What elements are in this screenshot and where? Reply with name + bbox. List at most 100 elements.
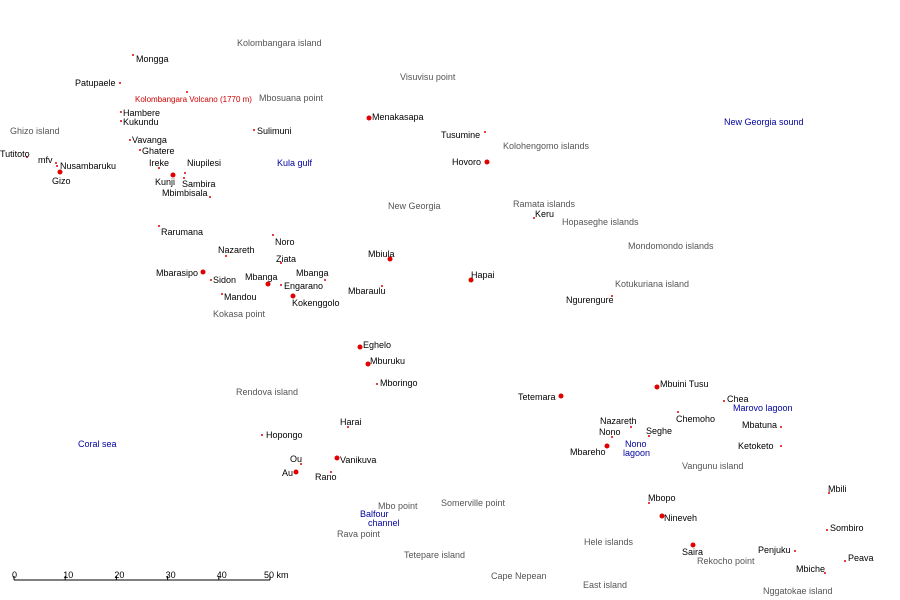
scale-label: 20 [114,570,124,580]
water-label: Marovo lagoon [733,403,793,413]
feature-label: Vangunu island [682,461,743,471]
feature-label: Mondomondo islands [628,241,714,251]
town-label: Kokenggolo [292,298,340,308]
town-label: Chemoho [676,414,715,424]
water-label: lagoon [623,448,650,458]
feature-label: Rava point [337,529,381,539]
town-dot [780,426,782,428]
town-label: Sidon [213,275,236,285]
town-label: Noro [275,237,295,247]
town-dot [280,262,282,264]
town-label: Nono [599,427,621,437]
town-label: Mboringo [380,378,418,388]
town-label: Mbili [828,484,847,494]
town-dot [221,293,223,295]
town-dot [794,550,796,552]
town-label: Nineveh [664,513,697,523]
feature-label: Kolombangara island [237,38,322,48]
town-label: Saira [682,547,703,557]
feature-label: Hopaseghe islands [562,217,639,227]
town-dot [654,384,660,390]
town-dot [723,400,725,402]
town-label: Mbarasipo [156,268,198,278]
town-label: Menakasapa [372,112,424,122]
town-dot [376,383,378,385]
town-dot [119,82,121,84]
town-dot [225,255,227,257]
town-dot [55,162,57,164]
feature-label: Tetepare island [404,550,465,560]
town-label: Ziata [276,254,296,264]
town-dot [484,159,490,165]
town-label: Engarano [284,281,323,291]
town-dot [357,344,363,350]
town-label: Keru [535,209,554,219]
feature-label: Visuvisu point [400,72,456,82]
town-label: Mbaraulu [348,286,386,296]
feature-label: Cape Nepean [491,571,547,581]
water-label: Nono [625,439,647,449]
town-label: Sulimuni [257,126,292,136]
town-label: Mbuini Tusu [660,379,709,389]
town-label: Ireke [149,158,169,168]
town-label: Mbanga [245,272,278,282]
town-dot [26,156,28,158]
town-label: Nusambaruku [60,161,116,171]
town-dot [324,279,326,281]
town-dot [253,129,255,131]
town-dot [611,295,613,297]
town-label: Hapai [471,270,495,280]
town-label: Ghatere [142,146,175,156]
town-label: Tusumine [441,130,480,140]
town-label: Ngurengure [566,295,614,305]
town-dot [468,277,474,283]
town-label: Vanikuva [340,455,376,465]
town-label: Rano [315,472,337,482]
town-dot [677,411,679,413]
town-label: Ou [290,454,302,464]
town-dot [210,279,212,281]
feature-label: Ramata islands [513,199,576,209]
town-label: Sambira [182,179,216,189]
scale-label: 50 km [264,570,289,580]
feature-label: Mbo point [378,501,418,511]
town-label: Harai [340,417,362,427]
town-label: Mburuku [370,356,405,366]
town-label: Hovoro [452,157,481,167]
town-label: Kukundu [123,117,159,127]
town-dot [129,139,131,141]
town-label: Hopongo [266,430,303,440]
feature-label: East island [583,580,627,590]
scale-label: 30 [166,570,176,580]
town-label: Vavanga [132,135,167,145]
town-label: Mbiche [796,564,825,574]
town-dot [293,469,299,475]
water-label: Kula gulf [277,158,313,168]
town-label: Peava [848,553,874,563]
town-label: Rarumana [161,227,203,237]
feature-label: Ghizo island [10,126,60,136]
town-label: mfv [38,155,53,165]
town-dot [209,196,211,198]
water-label: Balfour [360,509,389,519]
town-dot [780,445,782,447]
feature-label: Hele islands [584,537,634,547]
town-label: Gizo [52,176,71,186]
town-dot [132,54,134,56]
town-label: Kunji [155,177,175,187]
feature-label: Nggatokae island [763,586,833,596]
town-label: Sombiro [830,523,864,533]
town-label: Seghe [646,426,672,436]
town-dot [158,167,160,169]
town-label: Mandou [224,292,257,302]
town-dot [630,426,632,428]
feature-label: Mbosuana point [259,93,324,103]
town-dot [120,111,122,113]
volcano-label: Kolombangara Volcano (1770 m) [135,95,252,104]
town-dot [300,463,302,465]
town-dot [170,172,176,178]
town-dot [290,293,296,299]
town-dot [265,281,271,287]
